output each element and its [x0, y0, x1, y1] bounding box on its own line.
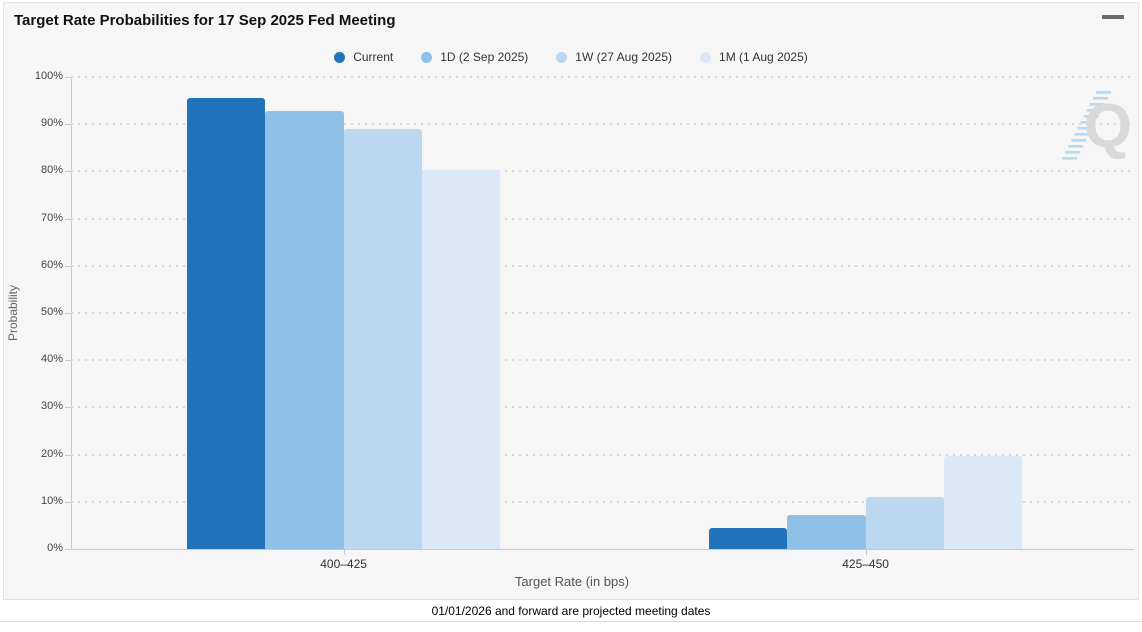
bar-1d-400–425[interactable] [265, 111, 344, 549]
legend-item-1m[interactable]: 1M (1 Aug 2025) [700, 50, 808, 64]
y-axis-tickmark [65, 265, 71, 267]
y-axis-tickmark [65, 407, 71, 409]
legend-dot-icon [421, 51, 433, 63]
legend-dot-icon [334, 51, 346, 63]
legend-item-current[interactable]: Current [334, 50, 393, 64]
bar-1w-425–450[interactable] [865, 496, 944, 549]
gridline [71, 123, 1134, 126]
legend-label: 1D (2 Sep 2025) [440, 50, 529, 64]
gridline [71, 453, 1134, 456]
bar-current-425–450[interactable] [709, 528, 788, 549]
x-axis-tick-label: 400–425 [320, 557, 367, 571]
legend-dot-icon [700, 51, 712, 63]
y-axis-tickmark [65, 171, 71, 173]
legend-item-1d[interactable]: 1D (2 Sep 2025) [421, 50, 528, 64]
y-axis-tickmark [65, 124, 71, 126]
bar-1m-425–450[interactable] [943, 456, 1023, 549]
legend-label: 1M (1 Aug 2025) [719, 50, 808, 64]
y-axis-tickmark [65, 454, 71, 456]
chart-title: Target Rate Probabilities for 17 Sep 202… [14, 12, 396, 29]
y-axis-tickmark [65, 218, 71, 220]
chart-legend: Current 1D (2 Sep 2025) 1W (27 Aug 2025) 1M… [4, 47, 1138, 67]
y-axis-tick-label: 0% [47, 542, 63, 554]
plot-area: Probability Target Rate (in bps) Q 0% 10%… [4, 3, 1140, 601]
y-axis-tick-label: 30% [40, 400, 63, 413]
legend-dot-icon [556, 51, 568, 63]
bar-1m-400–425[interactable] [421, 169, 501, 549]
gridline [71, 500, 1134, 503]
y-axis-tickmark [65, 549, 71, 550]
legend-item-1w[interactable]: 1W (27 Aug 2025) [556, 50, 672, 64]
bar-1w-400–425[interactable] [343, 129, 422, 549]
hamburger-bar [1102, 15, 1124, 19]
y-axis-tickmark [65, 313, 71, 314]
y-axis-tick-label: 70% [40, 211, 63, 224]
gridline [71, 76, 1134, 78]
footer-note: 01/01/2026 and forward are projected mee… [431, 603, 711, 618]
legend-label: Current [353, 50, 394, 64]
x-axis-tickmark [865, 550, 867, 555]
legend-label: 1W (27 Aug 2025) [575, 50, 673, 64]
gridline [71, 264, 1134, 267]
gridline [71, 312, 1134, 314]
gridline [71, 170, 1134, 173]
y-axis-tick-label: 60% [40, 258, 63, 271]
hamburger-menu-icon[interactable] [1102, 15, 1126, 35]
y-axis-tick-label: 10% [40, 494, 63, 507]
y-axis-tick-label: 100% [34, 70, 63, 82]
x-axis-title: Target Rate (in bps) [514, 574, 630, 589]
bar-1d-425–450[interactable] [787, 514, 866, 549]
gridline [71, 406, 1134, 409]
svg-text:Q: Q [1084, 92, 1132, 161]
x-axis-tickmark [343, 550, 345, 555]
footer-strip: 01/01/2026 and forward are projected mee… [0, 600, 1142, 622]
y-axis-tick-label: 80% [40, 164, 63, 177]
bar-current-400–425[interactable] [187, 97, 266, 549]
x-axis-line [71, 549, 1134, 550]
y-axis-tick-label: 50% [40, 306, 63, 318]
y-axis-tick-label: 20% [40, 447, 63, 460]
y-axis-tickmark [65, 360, 71, 362]
y-axis-tickmark [65, 501, 71, 503]
gridline [71, 359, 1134, 362]
y-axis-tickmark [65, 77, 71, 78]
chart-panel: Target Rate Probabilities for 17 Sep 202… [3, 2, 1139, 600]
y-axis-tick-label: 40% [40, 353, 63, 366]
gridline [71, 217, 1134, 220]
x-axis-tick-label: 425–450 [842, 557, 889, 571]
y-axis-tick-label: 90% [40, 117, 63, 130]
